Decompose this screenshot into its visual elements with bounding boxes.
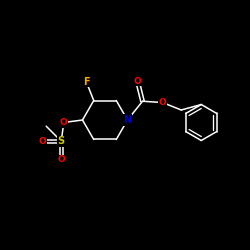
Text: O: O <box>39 137 46 146</box>
Text: O: O <box>60 118 68 127</box>
Text: S: S <box>58 136 65 146</box>
Text: N: N <box>124 115 132 125</box>
Text: O: O <box>58 156 65 164</box>
Text: O: O <box>159 98 166 107</box>
Text: O: O <box>134 77 141 86</box>
Text: F: F <box>83 77 89 87</box>
